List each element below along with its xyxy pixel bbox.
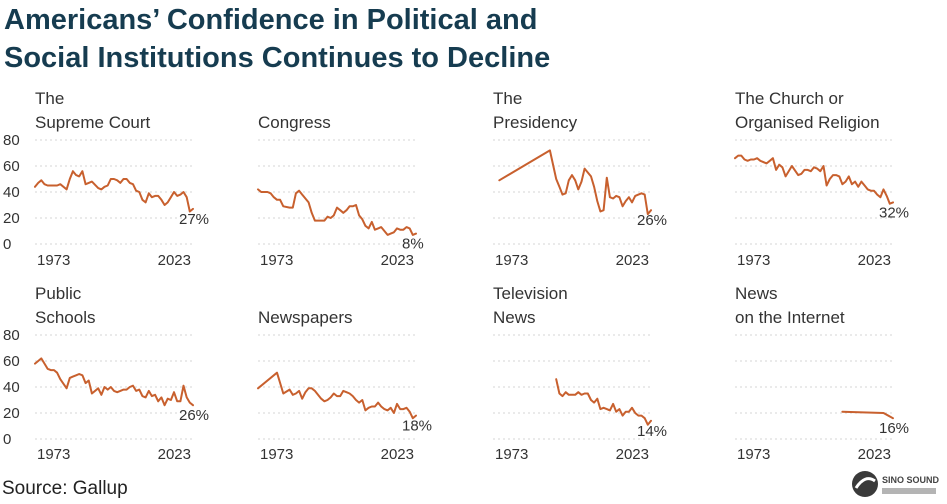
x-tick-label: 1973 [37,252,70,269]
end-value-label: 8% [402,236,424,253]
y-tick-label: 60 [3,353,20,370]
chart-title-line-1: Americans’ Confidence in Political and [4,4,538,36]
panel-title-line: Schools [35,308,95,327]
panel-5: Newspapers 1973 2023 18% [257,308,432,463]
panel-4: 0 20 40 60 80 Public Schools 1973 2023 26% [3,284,209,463]
series-line [257,371,417,420]
panel-3: The Church or Organised Religion 1973 2023 3… [734,89,909,269]
x-tick-label: 2023 [158,446,191,463]
x-tick-label: 1973 [37,446,70,463]
series-line [34,357,194,407]
x-tick-label: 1973 [737,252,770,269]
panel-title-line: Presidency [493,113,578,132]
panel-title-line: The [493,89,522,108]
x-tick-label: 2023 [616,446,649,463]
end-value-label: 32% [879,204,909,221]
series-line [555,378,652,426]
x-tick-label: 1973 [737,446,770,463]
y-tick-label: 60 [3,158,20,175]
x-tick-label: 1973 [495,446,528,463]
y-tick-label: 80 [3,327,20,344]
panel-title-line: Public [35,284,82,303]
x-tick-label: 1973 [495,252,528,269]
panel-title-line: on the Internet [735,308,845,327]
x-tick-label: 1973 [260,446,293,463]
y-tick-label: 20 [3,405,20,422]
panel-title-line: The Church or [735,89,844,108]
logo-mark-icon [852,471,878,497]
end-value-label: 27% [179,211,209,228]
x-tick-label: 2023 [858,446,891,463]
panel-title-line: Newspapers [258,308,353,327]
logo-text: SINO SOUND [882,475,940,485]
panel-6: Television News 1973 2023 14% [493,284,667,463]
logo-subtext-bar [882,488,936,494]
x-tick-label: 2023 [381,446,414,463]
x-tick-label: 1973 [260,252,293,269]
chart-title-line-2: Social Institutions Continues to Decline [4,42,551,74]
chart-title: Americans’ Confidence in Political and S… [4,1,550,77]
panel-title-line: Organised Religion [735,113,880,132]
series-line [34,170,194,213]
y-tick-label: 80 [3,132,20,149]
logo-swoosh-icon [854,477,876,489]
end-value-label: 14% [637,423,667,440]
panel-title-line: Supreme Court [35,113,151,132]
panel-title-line: Television [493,284,568,303]
y-tick-label: 40 [3,184,20,201]
panel-7: News on the Internet 1973 2023 16% [735,284,909,463]
panel-2: The Presidency 1973 2023 26% [493,89,667,269]
panel-title-line: Congress [258,113,331,132]
y-tick-label: 0 [3,236,11,253]
x-tick-label: 2023 [858,252,891,269]
x-tick-label: 2023 [158,252,191,269]
panel-title-line: News [735,284,778,303]
x-tick-label: 2023 [381,252,414,269]
series-line [257,188,417,236]
end-value-label: 26% [637,212,667,229]
end-value-label: 16% [879,420,909,437]
end-value-label: 18% [402,418,432,435]
sino-sound-logo: SINO SOUND [852,471,940,497]
x-tick-label: 2023 [616,252,649,269]
series-line [841,410,894,420]
y-tick-label: 20 [3,210,20,227]
y-tick-label: 0 [3,431,11,448]
source-note: Source: Gallup [2,478,128,499]
series-line [498,149,652,216]
series-line [734,154,894,205]
panel-0: 0 20 40 60 80 The Supreme Court 1973 2023 27% [3,89,209,269]
end-value-label: 26% [179,407,209,424]
panel-title-line: News [493,308,536,327]
y-tick-label: 40 [3,379,20,396]
panel-title-line: The [35,89,64,108]
